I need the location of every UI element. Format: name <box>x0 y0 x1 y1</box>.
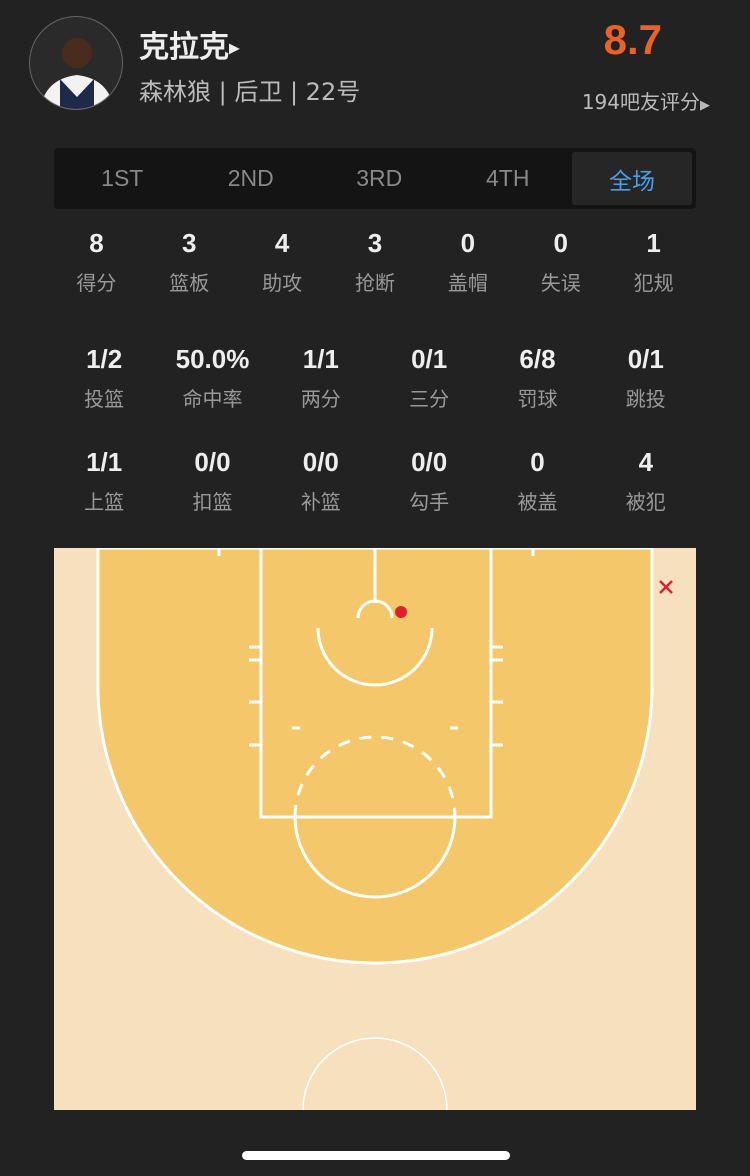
player-name[interactable]: 克拉克▶ <box>139 22 240 66</box>
stat-value: 4 <box>638 447 654 477</box>
stat-cell: 0 失误 <box>514 228 607 296</box>
stat-label: 补篮 <box>300 490 341 514</box>
tab-4th[interactable]: 4TH <box>486 165 530 191</box>
stat-cell: 1/2 投篮 <box>50 344 158 412</box>
stat-cell: 0 被盖 <box>483 447 591 515</box>
stat-label: 篮板 <box>169 271 210 295</box>
stat-value: 0/0 <box>302 447 339 477</box>
stat-value: 3 <box>367 228 383 258</box>
rating-count-link[interactable]: 194吧友评分▶ <box>582 86 710 115</box>
stat-value: 6/8 <box>519 344 556 374</box>
stats-row-shot-types: 1/1 上篮 0/0 扣篮 0/0 补篮 0/0 勾手 0 被盖 4 被犯 <box>50 447 700 515</box>
stat-label: 失误 <box>540 271 581 295</box>
stat-label: 罚球 <box>517 387 558 411</box>
stat-cell: 0 盖帽 <box>421 228 514 296</box>
player-name-text: 克拉克 <box>139 30 229 65</box>
tab-3rd[interactable]: 3RD <box>356 165 403 191</box>
stat-cell: 50.0% 命中率 <box>158 344 266 412</box>
stat-value: 0 <box>553 228 568 258</box>
shot-chart-court <box>54 548 696 1110</box>
stat-value: 1/1 <box>86 447 123 477</box>
player-rating: 8.7 <box>603 16 662 63</box>
stat-value: 1/1 <box>302 344 339 374</box>
stat-value: 4 <box>274 228 290 258</box>
stat-value: 0/0 <box>411 447 448 477</box>
caret-right-icon: ▶ <box>700 98 710 113</box>
stat-cell: 0/1 三分 <box>375 344 483 412</box>
caret-right-icon: ▶ <box>229 40 240 57</box>
stat-value: 1 <box>646 228 661 258</box>
stat-label: 助攻 <box>262 271 303 295</box>
stat-label: 被盖 <box>517 490 558 514</box>
stat-value: 0 <box>460 228 476 258</box>
stat-cell: 1/1 上篮 <box>50 447 158 515</box>
stat-cell: 1/1 两分 <box>267 344 375 412</box>
stat-label: 命中率 <box>182 387 243 411</box>
stat-value: 50.0% <box>175 344 250 374</box>
stat-cell: 4 助攻 <box>236 228 329 296</box>
shot-made-marker[interactable] <box>395 606 407 618</box>
tab-2nd[interactable]: 2ND <box>227 165 274 191</box>
stat-value: 1/2 <box>86 344 123 374</box>
stat-cell: 0/0 勾手 <box>375 447 483 515</box>
stat-value: 3 <box>182 228 197 258</box>
stat-cell: 4 被犯 <box>592 447 700 515</box>
stat-cell: 0/1 跳投 <box>592 344 700 412</box>
tab-1st[interactable]: 1ST <box>101 165 144 191</box>
stat-label: 盖帽 <box>447 271 488 295</box>
stat-label: 被犯 <box>625 490 666 514</box>
stat-label: 跳投 <box>625 387 666 411</box>
stat-cell: 6/8 罚球 <box>483 344 591 412</box>
stat-label: 得分 <box>76 271 117 295</box>
stat-label: 投篮 <box>84 387 125 411</box>
period-tabs: 1ST 2ND 3RD 4TH 全场 <box>54 148 696 209</box>
stat-value: 0 <box>530 447 545 477</box>
stats-row-shooting: 1/2 投篮 50.0% 命中率 1/1 两分 0/1 三分 6/8 罚球 0/1 跳投 <box>50 344 700 412</box>
rating-count-text: 194吧友评分 <box>581 90 700 114</box>
stat-cell: 8 得分 <box>50 228 143 296</box>
stat-value: 0/1 <box>411 344 448 374</box>
shot-missed-marker[interactable] <box>659 580 673 594</box>
stat-value: 0/0 <box>194 447 231 477</box>
stat-label: 抢断 <box>355 271 395 295</box>
stat-cell: 0/0 扣篮 <box>158 447 266 515</box>
stat-value: 0/1 <box>627 344 664 374</box>
stat-label: 三分 <box>409 387 450 411</box>
stat-cell: 1 犯规 <box>607 228 700 296</box>
stat-value: 8 <box>89 228 104 258</box>
stat-cell: 3 篮板 <box>143 228 236 296</box>
stat-label: 上篮 <box>84 490 125 514</box>
tab-full-game[interactable]: 全场 <box>572 152 692 205</box>
home-indicator[interactable] <box>242 1151 510 1160</box>
stats-row-basic: 8 得分 3 篮板 4 助攻 3 抢断 0 盖帽 0 失误 1 犯规 <box>50 228 700 296</box>
stat-label: 犯规 <box>633 271 674 295</box>
stat-label: 勾手 <box>409 490 450 514</box>
player-avatar[interactable] <box>29 16 123 110</box>
stat-cell: 3 抢断 <box>329 228 422 296</box>
stat-label: 扣篮 <box>192 490 233 514</box>
stat-cell: 0/0 补篮 <box>267 447 375 515</box>
player-info: 森林狼 | 后卫 | 22号 <box>139 78 361 106</box>
stat-label: 两分 <box>300 387 341 411</box>
